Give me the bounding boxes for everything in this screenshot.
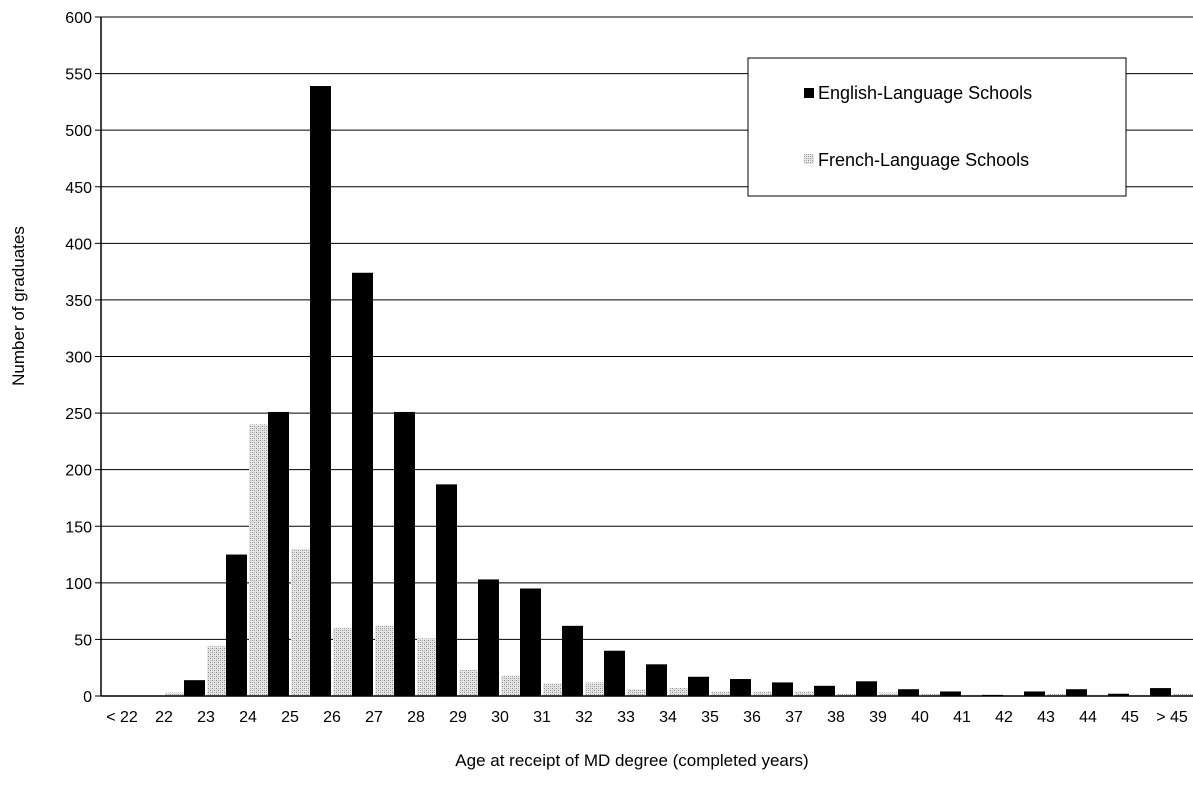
x-tick-labels: < 22 22 23 24 25 26 27 28 29 30 31 32 33 34 35 36 37 38 39… [106,709,1188,726]
bar-french-6 [375,625,396,696]
x-tick-label: 28 [407,709,425,726]
x-tick-label: 30 [491,709,509,726]
bar-french-7 [417,638,438,696]
y-tick-label: 200 [65,463,92,480]
axes [100,17,1193,697]
bar-english-3 [226,554,247,696]
bar-french-8 [459,669,480,696]
x-tick-label: 43 [1037,709,1055,726]
x-tick-label: 42 [995,709,1013,726]
bar-french-16 [795,691,816,696]
x-tick-label: 22 [155,709,173,726]
bar-english-11 [562,625,583,696]
bar-french-25 [1173,693,1193,696]
x-tick-label: 44 [1079,709,1097,726]
x-tick-label: 24 [239,709,257,726]
y-tick-label: 550 [65,67,92,84]
y-tick-label: 300 [65,350,92,367]
bar-french-14 [711,691,732,696]
bar-english-8 [436,484,457,696]
x-tick-label: 23 [197,709,215,726]
y-tick-label: 500 [65,123,92,140]
bar-french-11 [585,682,606,696]
bar-english-9 [478,579,499,696]
legend-swatch-english [804,88,814,98]
y-axis-title: Number of graduates [9,226,28,386]
legend-swatch-french [804,154,814,164]
bar-french-2 [207,646,228,696]
bars [165,86,1193,696]
bar-french-12 [627,689,648,696]
legend-label-english: English-Language Schools [818,83,1032,103]
x-tick-label: 29 [449,709,467,726]
bar-french-22 [1047,693,1068,696]
y-tick-label: 50 [74,632,92,649]
bar-english-6 [352,272,373,696]
bar-english-19 [898,689,919,696]
bar-english-22 [1024,691,1045,696]
x-tick-label: 41 [953,709,971,726]
bar-english-12 [604,650,625,696]
legend-box [747,57,1127,197]
bar-english-5 [310,86,331,696]
x-tick-label: 40 [911,709,929,726]
bar-english-7 [394,411,415,696]
y-tick-labels: 0 50 100 150 200 250 300 350 400 450 500 550 600 [65,10,92,706]
bar-english-16 [772,682,793,696]
y-tick-label: 400 [65,236,92,253]
y-tick-label: 100 [65,576,92,593]
bar-english-18 [856,681,877,696]
bar-english-14 [688,676,709,696]
bar-english-17 [814,685,835,696]
y-tick-label: 450 [65,180,92,197]
y-tick-label: 0 [83,689,92,706]
y-tick-label: 600 [65,10,92,27]
x-tick-label: 45 [1121,709,1139,726]
x-tick-label: 34 [659,709,677,726]
x-tick-label: 32 [575,709,593,726]
x-tick-label: 33 [617,709,635,726]
x-tick-label: 35 [701,709,719,726]
bar-french-19 [921,693,942,696]
bar-english-20 [940,691,961,696]
bar-french-3 [249,424,270,696]
x-tick-label: 37 [785,709,803,726]
bar-english-24 [1108,693,1129,696]
bar-french-17 [837,693,858,696]
legend: English-Language Schools French-Language… [747,57,1127,197]
x-tick-label: 26 [323,709,341,726]
x-tick-label: < 22 [106,709,138,726]
bar-french-4 [291,548,312,696]
x-tick-label: 31 [533,709,551,726]
x-tick-label: 25 [281,709,299,726]
bar-english-2 [184,680,205,696]
x-tick-label: 36 [743,709,761,726]
bar-french-1 [165,692,186,696]
x-axis-title: Age at receipt of MD degree (completed y… [455,751,808,770]
y-tick-label: 250 [65,406,92,423]
y-tick-label: 350 [65,293,92,310]
bar-french-15 [753,691,774,696]
bar-french-5 [333,628,354,696]
x-tick-label: 27 [365,709,383,726]
x-tick-label: 39 [869,709,887,726]
bar-english-15 [730,679,751,696]
legend-label-french: French-Language Schools [818,150,1029,170]
bar-french-13 [669,688,690,696]
bar-english-25 [1150,688,1171,696]
bar-english-13 [646,664,667,696]
bar-english-10 [520,588,541,696]
y-tick-label: 150 [65,519,92,536]
x-tick-label: > 45 [1156,709,1188,726]
x-tick-label: 38 [827,709,845,726]
bar-french-10 [543,683,564,696]
bar-french-9 [501,675,522,696]
bar-french-18 [879,692,900,696]
bar-english-23 [1066,689,1087,696]
bar-english-4 [268,411,289,696]
